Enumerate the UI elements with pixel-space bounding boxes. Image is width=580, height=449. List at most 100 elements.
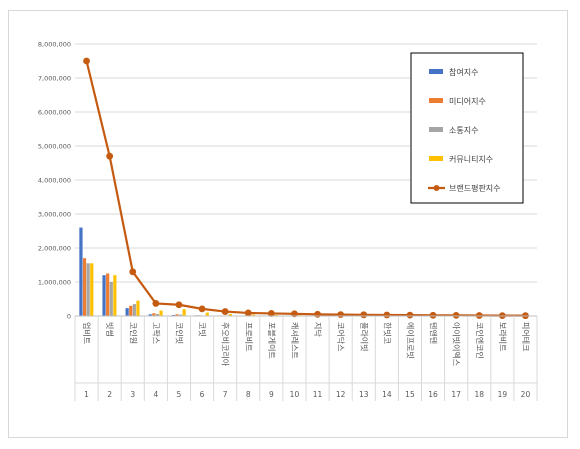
x-rank-label: 14: [382, 390, 392, 399]
bar: [109, 282, 113, 316]
x-rank-label: 18: [474, 390, 484, 399]
x-rank-label: 2: [107, 390, 112, 399]
line-point: [221, 308, 229, 315]
legend-swatch: [429, 69, 443, 74]
x-category-label: 프로비트: [244, 322, 253, 351]
bar: [148, 314, 152, 316]
bar: [86, 263, 90, 316]
line-point: [475, 312, 483, 319]
x-rank-label: 17: [451, 390, 461, 399]
bar: [106, 273, 110, 316]
x-rank-label: 16: [428, 390, 438, 399]
x-category-label: 업비트: [82, 322, 91, 344]
y-tick-label: 3,000,000: [38, 211, 71, 219]
x-rank-label: 4: [153, 390, 158, 399]
x-category-label: 플라이빗: [359, 322, 369, 351]
line-point: [83, 57, 90, 65]
y-tick-label: 1,000,000: [38, 279, 71, 287]
x-category-label: 포블게이트: [267, 322, 277, 359]
bar: [136, 300, 140, 316]
x-rank-label: 10: [290, 390, 300, 399]
y-tick-label: 5,000,000: [38, 143, 71, 151]
legend-swatch: [429, 156, 443, 161]
x-category-label: 한빗코: [382, 322, 391, 344]
bar: [155, 313, 160, 316]
chart-frame: 8,000,000 7,000,000 6,000,000 5,000,000 4,00…: [8, 10, 568, 438]
y-axis: 8,000,000 7,000,000 6,000,000 5,000,000 4,00…: [38, 41, 71, 321]
line-point: [291, 310, 298, 318]
bar: [129, 305, 133, 316]
x-rank-label: 8: [246, 390, 251, 399]
x-category-label: 캐셔레스트: [290, 322, 299, 359]
x-rank-label: 15: [405, 390, 415, 399]
line-point: [267, 310, 275, 317]
x-category-label: 코인원: [128, 322, 138, 344]
x-rank-label: 1: [84, 390, 89, 399]
x-category-label: 후오비코리아: [221, 322, 231, 367]
legend-label: 브랜드평판지수: [449, 183, 501, 193]
bar: [132, 304, 136, 316]
bar: [171, 314, 175, 316]
legend-label: 미디어지수: [449, 96, 486, 106]
x-category-label: 코인빗: [174, 322, 184, 344]
x-rank-label: 6: [200, 390, 205, 399]
x-rank-label: 12: [336, 390, 346, 399]
x-category-label: 피어테크: [521, 322, 531, 351]
x-rank-label: 3: [130, 390, 135, 399]
y-tick-label: 8,000,000: [38, 41, 71, 49]
x-category-label: 코인엔코인: [475, 322, 485, 359]
bar: [205, 312, 209, 316]
bar: [102, 275, 106, 316]
line-point: [383, 311, 391, 319]
x-category-label: 에이프로빗: [405, 322, 415, 359]
y-tick-label: 6,000,000: [38, 109, 71, 117]
bar: [182, 309, 186, 316]
x-category-label: 보라비트: [498, 322, 507, 351]
x-rank-label: 19: [498, 390, 508, 399]
legend-swatch: [429, 127, 443, 132]
x-rank-label: 5: [177, 390, 182, 399]
bar: [82, 258, 87, 316]
y-tick-label: 4,000,000: [38, 177, 71, 185]
y-tick-label: 7,000,000: [38, 75, 71, 83]
bar: [228, 313, 232, 316]
legend-swatch: [429, 98, 443, 103]
x-category-label: 아이빗이엑스: [452, 322, 462, 366]
bar: [251, 314, 256, 316]
brand-line: [83, 57, 529, 320]
line-point: [244, 309, 252, 317]
line-point: [198, 305, 206, 313]
line-point: [106, 152, 114, 160]
bar: [90, 263, 94, 316]
line-point: [429, 311, 437, 319]
x-category-label: 코어닥스: [336, 322, 346, 351]
line-point: [129, 268, 137, 276]
bar: [178, 314, 183, 316]
legend-line-marker: [433, 185, 440, 191]
y-tick-label: 2,000,000: [38, 245, 71, 253]
line-point: [337, 311, 345, 319]
chart: 8,000,000 7,000,000 6,000,000 5,000,000 4,00…: [38, 41, 538, 401]
bar: [159, 310, 163, 316]
bar: [152, 313, 156, 316]
x-rank-label: 11: [313, 390, 323, 399]
bar: [79, 227, 83, 316]
bars: [79, 227, 533, 317]
line-point: [406, 311, 414, 319]
x-rank-label: 20: [521, 390, 531, 399]
legend-label: 소통지수: [449, 126, 478, 135]
x-rank-label: 7: [223, 390, 228, 399]
x-category-label: 지닥: [313, 322, 323, 337]
x-rank-label: 9: [269, 390, 274, 399]
legend-label: 참여지수: [449, 67, 478, 77]
bar: [113, 275, 117, 316]
line-point: [314, 310, 321, 318]
line-point: [175, 301, 183, 309]
line-point: [360, 311, 368, 319]
x-category-label: 고팍스: [151, 322, 161, 344]
bar: [125, 308, 129, 316]
brand-line-path: [85, 60, 526, 317]
x-category-label: 코빗: [198, 322, 207, 337]
x-category-label: 텐앤텐: [429, 322, 439, 344]
